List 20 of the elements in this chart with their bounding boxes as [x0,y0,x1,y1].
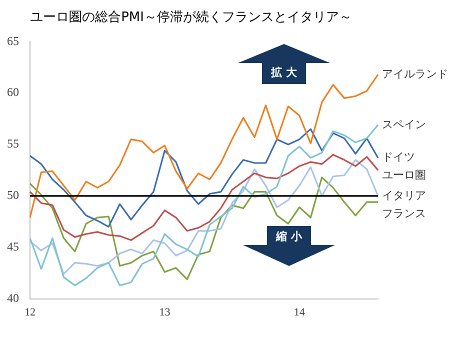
y-tick-label: 40 [7,290,19,305]
chart-title: ユーロ圏の総合PMI～停滞が続くフランスとイタリア～ [30,10,352,26]
y-tick-label: 55 [7,136,19,151]
y-tick-label: 50 [7,188,19,202]
annotation: 拡 大 [270,65,298,80]
x-tick-label: 13 [159,306,171,318]
down-arrow-icon: 縮 小 [243,226,335,266]
up-arrow-icon: 拡 大 [238,44,330,84]
series-label: イタリア [382,188,426,202]
y-tick-label: 65 [7,34,19,48]
annotation: 縮 小 [274,229,303,244]
y-tick-label: 60 [7,85,19,100]
x-tick-label: 14 [294,306,306,318]
series-label: スペイン [382,118,426,131]
y-tick-label: 45 [7,240,19,254]
x-tick-label: 12 [24,306,36,318]
series-label: アイルランド [382,67,448,80]
series-label: フランス [382,206,426,220]
series-label: ユーロ圏 [382,168,426,182]
series-label: ドイツ [382,150,415,164]
